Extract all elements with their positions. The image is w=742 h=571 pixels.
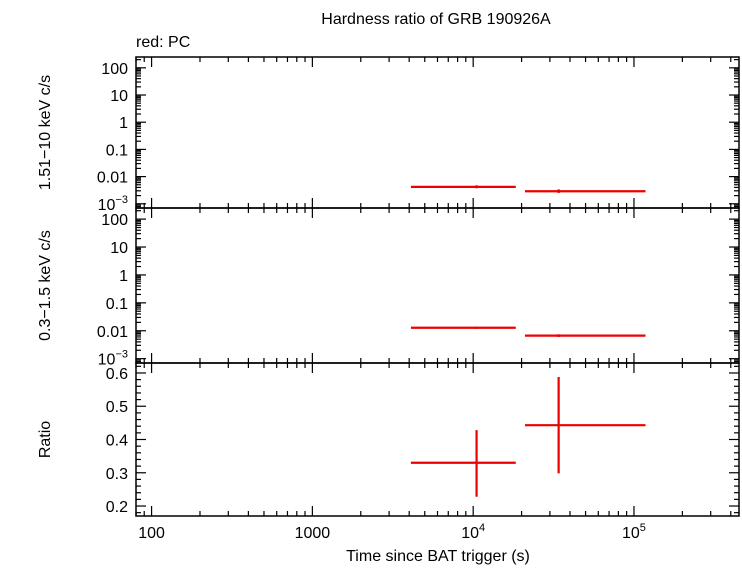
y-tick-label: 0.2 <box>106 499 128 516</box>
y-tick-label: 0.01 <box>97 324 128 341</box>
y-axis-label: Ratio <box>37 421 54 458</box>
y-tick-label: 1 <box>119 115 128 132</box>
x-tick-label: 1000 <box>295 525 331 542</box>
x-axis-label: Time since BAT trigger (s) <box>346 548 530 565</box>
y-tick-label: 0.6 <box>106 366 128 383</box>
panel-top: 100 10 1 0.1 0.01 10−3 1.51−10 keV c/s <box>37 56 740 214</box>
x-tick-label: 105 <box>622 522 646 542</box>
y-tick-label: 10−3 <box>98 349 128 369</box>
legend-note: red: PC <box>136 34 190 51</box>
panel-frame <box>135 56 740 209</box>
y-axis-label: 0.3−1.5 keV c/s <box>37 230 54 341</box>
panel-frame <box>135 362 740 517</box>
chart-title: Hardness ratio of GRB 190926A <box>321 11 551 28</box>
data-point <box>410 326 516 329</box>
panel-frame <box>135 207 740 364</box>
y-tick-label: 10 <box>110 88 128 105</box>
panels: 100 10 1 0.1 0.01 10−3 1.51−10 keV c/s 100 10 1 0.… <box>37 56 740 542</box>
data-point <box>524 376 646 474</box>
data-point <box>410 430 516 497</box>
x-tick-label: 100 <box>138 525 165 542</box>
data-point <box>524 189 646 193</box>
data-point <box>410 185 516 189</box>
y-tick-label: 0.1 <box>106 142 128 159</box>
x-tick-label: 104 <box>461 522 485 542</box>
y-tick-label: 0.01 <box>97 170 128 187</box>
y-tick-label: 10−3 <box>98 194 128 214</box>
y-tick-label: 100 <box>101 212 128 229</box>
y-tick-label: 0.5 <box>106 399 128 416</box>
panel-bottom: 0.2 0.3 0.4 0.5 0.6 100 1000 104 105 Ratio <box>37 362 740 542</box>
y-axis-label: 1.51−10 keV c/s <box>37 75 54 190</box>
data-point <box>524 334 646 337</box>
y-tick-label: 0.1 <box>106 296 128 313</box>
y-tick-label: 0.4 <box>106 433 128 450</box>
y-tick-label: 1 <box>119 268 128 285</box>
panel-middle: 100 10 1 0.1 0.01 10−3 0.3−1.5 keV c/s <box>37 207 740 369</box>
y-tick-label: 10 <box>110 240 128 257</box>
y-tick-label: 0.3 <box>106 466 128 483</box>
y-tick-label: 100 <box>101 61 128 78</box>
